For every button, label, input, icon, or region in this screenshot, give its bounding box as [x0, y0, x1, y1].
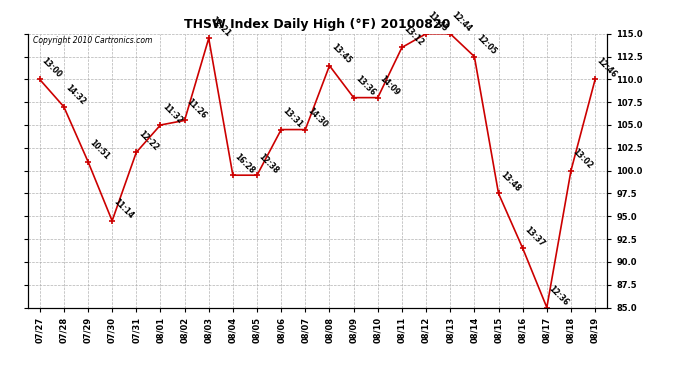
Text: 11:45: 11:45	[426, 10, 449, 34]
Text: 11:14: 11:14	[112, 197, 135, 221]
Text: 16:28: 16:28	[233, 152, 257, 175]
Text: 13:36: 13:36	[353, 74, 377, 98]
Text: 13:45: 13:45	[330, 42, 353, 66]
Text: 14:30: 14:30	[305, 106, 328, 130]
Text: 12:46: 12:46	[595, 56, 618, 80]
Text: 13:12: 13:12	[402, 24, 425, 48]
Text: 14:09: 14:09	[378, 74, 401, 98]
Text: 12:36: 12:36	[546, 284, 570, 308]
Text: 11:26: 11:26	[184, 97, 208, 120]
Title: THSW Index Daily High (°F) 20100820: THSW Index Daily High (°F) 20100820	[184, 18, 451, 31]
Text: 11:32: 11:32	[160, 102, 184, 125]
Text: 12:21: 12:21	[208, 15, 232, 38]
Text: 12:38: 12:38	[257, 152, 281, 175]
Text: 12:05: 12:05	[475, 33, 497, 57]
Text: Copyright 2010 Cartronics.com: Copyright 2010 Cartronics.com	[33, 36, 152, 45]
Text: 13:31: 13:31	[282, 106, 304, 130]
Text: 13:48: 13:48	[498, 170, 522, 194]
Text: 13:37: 13:37	[523, 225, 546, 248]
Text: 12:22: 12:22	[136, 129, 159, 152]
Text: 12:44: 12:44	[450, 10, 473, 34]
Text: 10:51: 10:51	[88, 138, 111, 162]
Text: 14:32: 14:32	[63, 83, 87, 107]
Text: 13:00: 13:00	[39, 56, 63, 80]
Text: 13:02: 13:02	[571, 147, 594, 171]
